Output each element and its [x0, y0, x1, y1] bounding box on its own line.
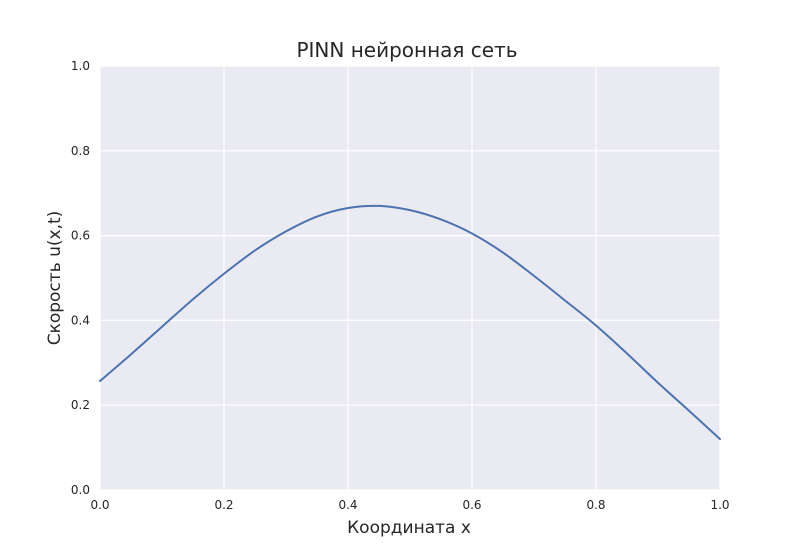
plot-area	[100, 66, 720, 490]
x-axis-label: Координата x	[347, 518, 471, 538]
y-tick-label: 0.2	[71, 398, 90, 412]
x-tick-label: 0.6	[462, 498, 481, 512]
series-group	[99, 204, 721, 441]
x-tick-label: 0.0	[90, 498, 109, 512]
y-tick-label: 0.8	[71, 144, 90, 158]
y-tick-label: 1.0	[71, 59, 90, 73]
y-axis-ticks: 0.0 0.2 0.4 0.6 0.8 1.0	[71, 59, 90, 497]
x-tick-label: 0.8	[586, 498, 605, 512]
x-tick-label: 0.4	[338, 498, 357, 512]
x-axis-ticks: 0.0 0.2 0.4 0.6 0.8 1.0	[90, 498, 729, 512]
y-tick-label: 0.4	[71, 313, 90, 327]
x-tick-label: 1.0	[710, 498, 729, 512]
y-axis-label: Скорость u(x,t)	[45, 211, 65, 346]
y-tick-label: 0.0	[71, 483, 90, 497]
grid	[99, 65, 721, 491]
y-tick-label: 0.6	[71, 229, 90, 243]
chart-title: PINN нейронная сеть	[296, 38, 517, 62]
series-line	[99, 204, 721, 441]
x-tick-label: 0.2	[214, 498, 233, 512]
